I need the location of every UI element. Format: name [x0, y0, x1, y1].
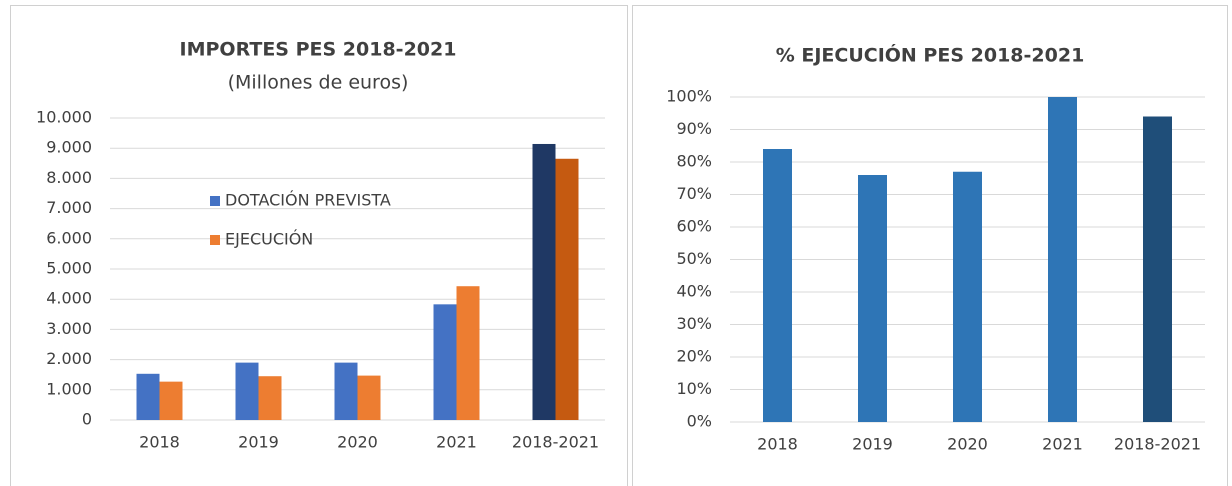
x-tick-label: 2018-2021	[512, 433, 599, 452]
x-tick-label: 2020	[337, 433, 378, 452]
bar	[357, 375, 381, 420]
y-tick-label: 60%	[676, 217, 712, 236]
bar	[1143, 116, 1172, 422]
x-tick-label: 2021	[1042, 435, 1083, 454]
bar	[334, 362, 358, 420]
x-tick-label: 2018	[139, 433, 180, 452]
y-tick-label: 50%	[676, 249, 712, 268]
y-tick-label: 9.000	[46, 138, 92, 157]
bar	[858, 175, 887, 422]
bar	[136, 373, 160, 420]
legend-label: EJECUCIÓN	[225, 230, 313, 249]
legend-label: DOTACIÓN PREVISTA	[225, 191, 391, 210]
left-panel	[10, 5, 628, 486]
y-tick-label: 5.000	[46, 259, 92, 278]
x-tick-label: 2021	[436, 433, 477, 452]
y-tick-label: 4.000	[46, 289, 92, 308]
y-tick-label: 0	[82, 410, 92, 429]
bar	[1048, 97, 1077, 422]
bar	[235, 362, 259, 420]
x-tick-label: 2019	[852, 435, 893, 454]
y-tick-label: 2.000	[46, 349, 92, 368]
chart-title: IMPORTES PES 2018-2021	[180, 39, 457, 61]
y-tick-label: 20%	[676, 347, 712, 366]
y-tick-label: 7.000	[46, 198, 92, 217]
y-tick-label: 30%	[676, 314, 712, 333]
bar	[532, 143, 556, 421]
y-tick-label: 70%	[676, 184, 712, 203]
right-panel	[632, 5, 1228, 486]
chart-subtitle: (Millones de euros)	[228, 72, 409, 94]
bar	[456, 286, 480, 420]
bar	[763, 149, 792, 422]
y-tick-label: 3.000	[46, 319, 92, 338]
y-tick-label: 8.000	[46, 168, 92, 187]
legend-swatch	[210, 196, 220, 206]
legend-swatch	[210, 235, 220, 245]
y-tick-label: 0%	[687, 412, 712, 431]
bar	[258, 376, 282, 420]
bar	[433, 304, 457, 420]
x-tick-label: 2019	[238, 433, 279, 452]
y-tick-label: 10.000	[36, 108, 92, 127]
bar	[159, 381, 183, 420]
bar	[953, 171, 982, 422]
bar	[555, 158, 579, 420]
y-tick-label: 90%	[676, 119, 712, 138]
x-tick-label: 2018-2021	[1114, 435, 1201, 454]
y-tick-label: 6.000	[46, 228, 92, 247]
y-tick-label: 40%	[676, 282, 712, 301]
x-tick-label: 2018	[757, 435, 798, 454]
y-tick-label: 10%	[676, 379, 712, 398]
y-tick-label: 1.000	[46, 379, 92, 398]
chart-title: % EJECUCIÓN PES 2018-2021	[776, 43, 1085, 67]
y-tick-label: 80%	[676, 152, 712, 171]
y-tick-label: 100%	[666, 87, 712, 106]
x-tick-label: 2020	[947, 435, 988, 454]
